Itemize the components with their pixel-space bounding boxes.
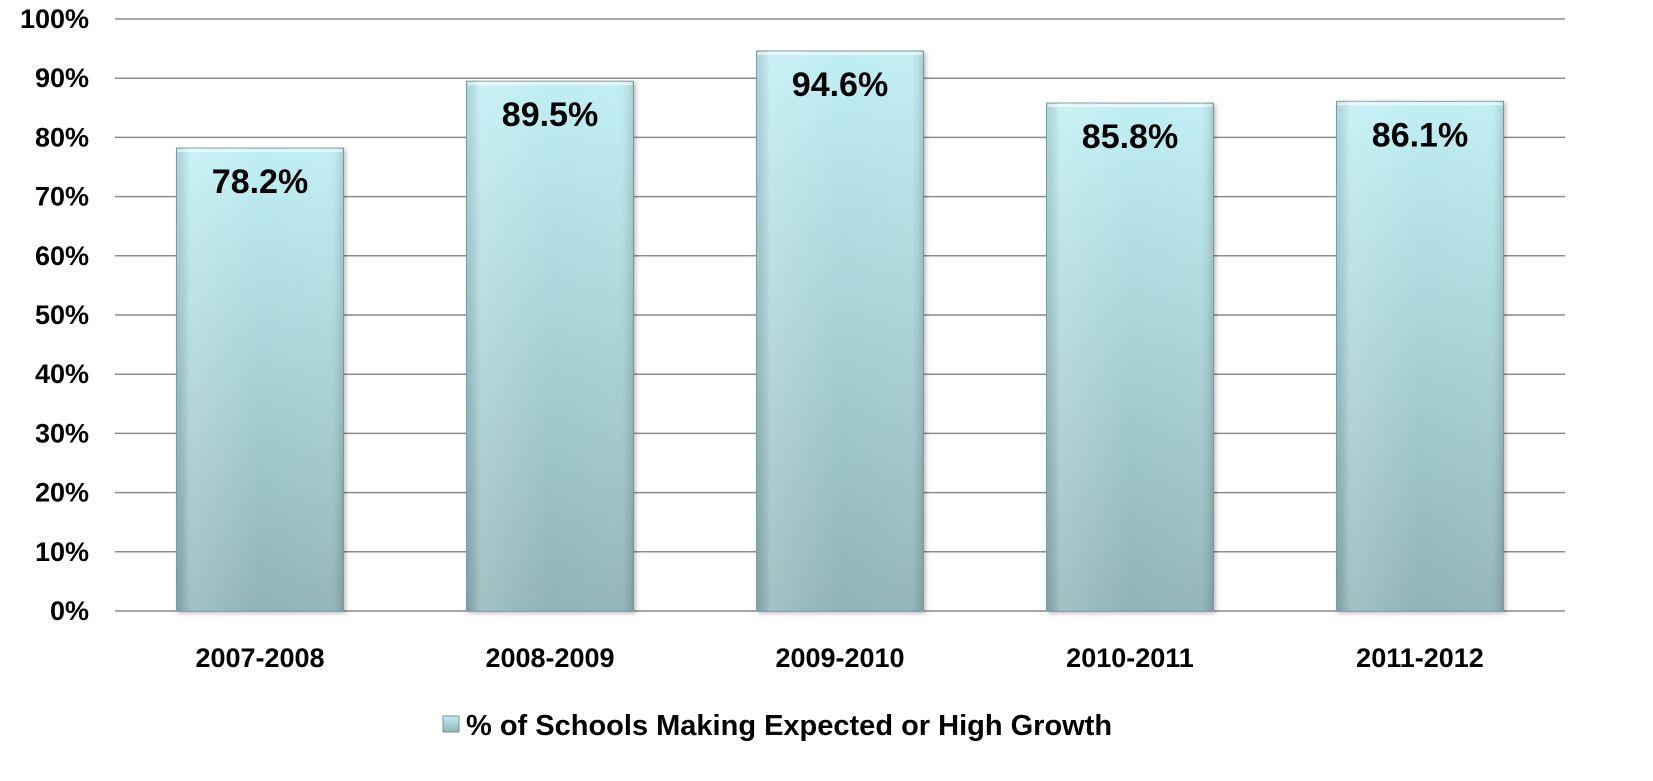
x-tick-label: 2009-2010	[775, 643, 904, 673]
y-tick-label: 90%	[35, 63, 89, 93]
y-tick-label: 50%	[35, 300, 89, 330]
bar-group	[1046, 102, 1214, 612]
bar-sheen	[1336, 101, 1504, 612]
y-tick-label: 60%	[35, 241, 89, 271]
bar-top-highlight	[1047, 104, 1213, 108]
bar-sheen	[1046, 103, 1214, 612]
bar-sheen	[756, 50, 924, 611]
y-tick-label: 100%	[20, 4, 89, 34]
x-tick-label: 2011-2012	[1356, 643, 1484, 673]
y-axis-tick-labels: 0% 10% 20% 30% 40% 50% 60% 70% 80% 90% 100%	[20, 4, 89, 626]
y-tick-label: 20%	[35, 478, 89, 508]
data-labels: 78.2% 89.5% 94.6% 85.8% 86.1%	[212, 66, 1468, 201]
y-tick-label: 10%	[35, 537, 89, 567]
x-axis-category-labels: 2007-2008 2008-2009 2009-2010 2010-2011 2011…	[195, 643, 1483, 673]
bar-top-highlight	[757, 51, 923, 55]
bar-sheen	[176, 148, 344, 611]
legend: % of Schools Making Expected or High Gro…	[442, 710, 1112, 742]
bar-top-highlight	[467, 82, 633, 86]
y-tick-label: 0%	[50, 596, 89, 626]
bar-group	[176, 147, 344, 612]
data-label: 89.5%	[502, 96, 598, 134]
bar-series	[176, 50, 1504, 612]
bar-group	[1336, 100, 1504, 612]
y-tick-label: 30%	[35, 418, 89, 448]
bar-group	[466, 80, 634, 612]
legend-swatch	[442, 715, 460, 733]
data-label: 86.1%	[1372, 116, 1468, 154]
data-label: 85.8%	[1082, 118, 1178, 156]
bar-sheen	[466, 81, 634, 611]
bar-top-highlight	[1337, 102, 1503, 106]
x-tick-label: 2007-2008	[195, 643, 324, 673]
data-label: 78.2%	[212, 163, 308, 201]
y-tick-label: 80%	[35, 122, 89, 152]
y-tick-label: 70%	[35, 182, 89, 212]
x-tick-label: 2010-2011	[1066, 643, 1194, 673]
x-tick-label: 2008-2009	[485, 643, 614, 673]
y-tick-label: 40%	[35, 359, 89, 389]
bar-group	[756, 50, 924, 612]
bar-top-highlight	[177, 149, 343, 153]
legend-label: % of Schools Making Expected or High Gro…	[466, 710, 1112, 742]
data-label: 94.6%	[792, 66, 888, 104]
